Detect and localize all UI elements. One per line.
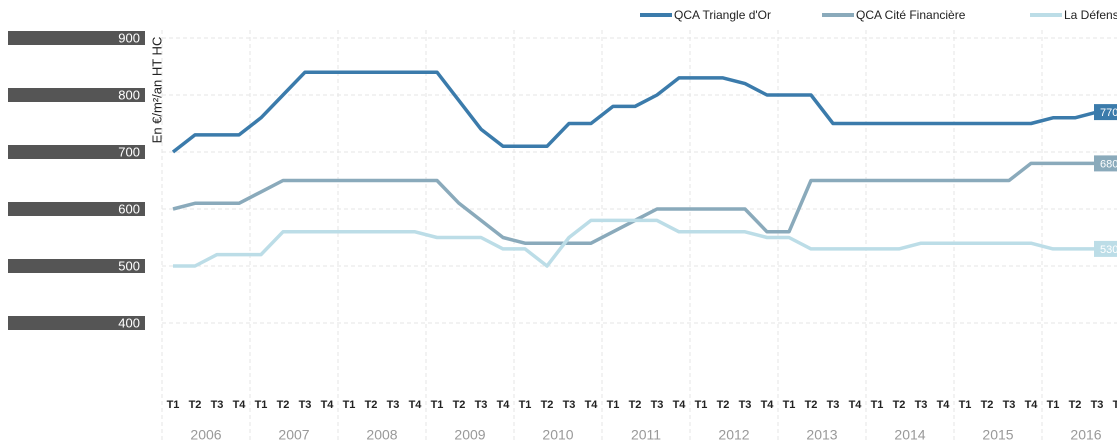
year-label: 2016 bbox=[1070, 427, 1101, 443]
year-label: 2012 bbox=[718, 427, 749, 443]
y-tick-label: 600 bbox=[118, 201, 140, 216]
y-tick-band bbox=[8, 31, 145, 45]
x-tick-label: T1 bbox=[871, 399, 884, 411]
x-tick-label: T1 bbox=[255, 399, 268, 411]
year-label: 2009 bbox=[454, 427, 485, 443]
x-tick-label: T3 bbox=[387, 399, 400, 411]
y-tick-label: 900 bbox=[118, 30, 140, 45]
x-tick-label: T4 bbox=[849, 399, 863, 411]
series-line bbox=[171, 70, 1117, 154]
year-label: 2011 bbox=[631, 427, 661, 443]
y-tick-band bbox=[8, 202, 145, 216]
legend-label: La Défense bbox=[1064, 8, 1117, 22]
y-tick-label: 800 bbox=[118, 87, 140, 102]
x-tick-label: T4 bbox=[1025, 399, 1039, 411]
x-tick-label: T1 bbox=[431, 399, 444, 411]
x-tick-label: T1 bbox=[519, 399, 532, 411]
x-tick-label: T2 bbox=[541, 399, 554, 411]
x-tick-label: T4 bbox=[1113, 399, 1117, 411]
x-tick-label: T2 bbox=[893, 399, 906, 411]
x-tick-label: T3 bbox=[651, 399, 664, 411]
x-tick-label: T2 bbox=[629, 399, 642, 411]
x-tick-label: T3 bbox=[211, 399, 224, 411]
year-label: 2006 bbox=[190, 427, 221, 443]
end-label-box bbox=[1094, 240, 1117, 257]
x-tick-label: T2 bbox=[1069, 399, 1082, 411]
year-label: 2010 bbox=[542, 427, 573, 443]
y-tick-band bbox=[8, 259, 145, 273]
end-label: 530 bbox=[1100, 244, 1117, 256]
x-tick-label: T1 bbox=[343, 399, 356, 411]
year-label: 2013 bbox=[806, 427, 837, 443]
y-tick-band bbox=[8, 145, 145, 159]
series-line bbox=[172, 161, 1117, 245]
x-tick-label: T3 bbox=[563, 399, 576, 411]
year-label: 2015 bbox=[982, 427, 1013, 443]
x-tick-label: T2 bbox=[805, 399, 818, 411]
x-tick-label: T1 bbox=[695, 399, 708, 411]
end-label: 680 bbox=[1100, 158, 1117, 170]
x-tick-label: T3 bbox=[299, 399, 312, 411]
x-tick-label: T2 bbox=[717, 399, 730, 411]
x-tick-label: T3 bbox=[475, 399, 488, 411]
year-label: 2014 bbox=[894, 427, 925, 443]
x-tick-label: T1 bbox=[607, 399, 620, 411]
x-tick-label: T2 bbox=[189, 399, 202, 411]
y-tick-band bbox=[8, 316, 145, 330]
legend-label: QCA Triangle d'Or bbox=[674, 8, 771, 22]
x-tick-label: T4 bbox=[321, 399, 335, 411]
x-tick-label: T2 bbox=[277, 399, 290, 411]
x-tick-label: T3 bbox=[1003, 399, 1016, 411]
y-tick-label: 700 bbox=[118, 144, 140, 159]
y-tick-label: 400 bbox=[118, 315, 140, 330]
legend-label: QCA Cité Financière bbox=[856, 8, 966, 22]
year-label: 2008 bbox=[366, 427, 397, 443]
x-tick-label: T4 bbox=[761, 399, 775, 411]
end-label-box bbox=[1094, 104, 1117, 121]
x-tick-label: T4 bbox=[497, 399, 511, 411]
x-tick-label: T4 bbox=[233, 399, 247, 411]
x-tick-label: T1 bbox=[1047, 399, 1060, 411]
y-axis-title: En €/m²/an HT HC bbox=[149, 37, 164, 144]
x-tick-label: T3 bbox=[915, 399, 928, 411]
x-tick-label: T4 bbox=[673, 399, 687, 411]
x-tick-label: T4 bbox=[937, 399, 951, 411]
x-tick-label: T1 bbox=[783, 399, 796, 411]
y-tick-band bbox=[8, 88, 145, 102]
x-tick-label: T1 bbox=[959, 399, 972, 411]
x-tick-label: T2 bbox=[453, 399, 466, 411]
end-label-box bbox=[1094, 155, 1117, 172]
x-tick-label: T2 bbox=[981, 399, 994, 411]
end-label: 770 bbox=[1100, 107, 1117, 119]
series-line bbox=[173, 218, 1117, 268]
x-tick-label: T4 bbox=[585, 399, 599, 411]
x-tick-label: T3 bbox=[739, 399, 752, 411]
x-tick-label: T3 bbox=[827, 399, 840, 411]
x-tick-label: T1 bbox=[167, 399, 180, 411]
x-tick-label: T3 bbox=[1091, 399, 1104, 411]
year-label: 2007 bbox=[278, 427, 309, 443]
x-tick-label: T2 bbox=[365, 399, 378, 411]
y-tick-label: 500 bbox=[118, 258, 140, 273]
x-tick-label: T4 bbox=[409, 399, 423, 411]
